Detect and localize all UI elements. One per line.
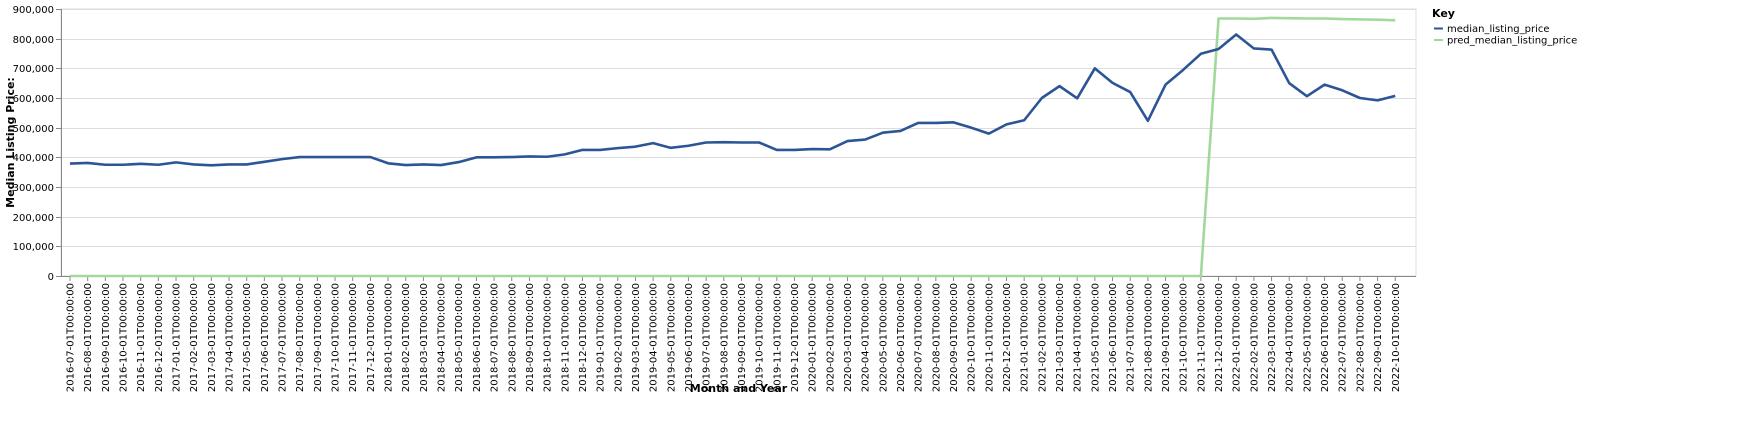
x-tick-label: 2020-12-01T00:00:00 xyxy=(1002,283,1013,392)
x-tick-label: 2020-04-01T00:00:00 xyxy=(861,283,872,392)
x-tick-label: 2022-06-01T00:00:00 xyxy=(1320,283,1331,392)
x-tick-label: 2022-04-01T00:00:00 xyxy=(1285,283,1296,392)
x-tick-label: 2020-07-01T00:00:00 xyxy=(914,283,925,392)
x-tick-label: 2017-12-01T00:00:00 xyxy=(366,283,377,392)
x-tick-label: 2021-08-01T00:00:00 xyxy=(1143,283,1154,392)
x-tick-label: 2019-07-01T00:00:00 xyxy=(702,283,713,392)
x-tick-label: 2022-05-01T00:00:00 xyxy=(1302,283,1313,392)
x-tick-label: 2021-07-01T00:00:00 xyxy=(1126,283,1137,392)
x-tick-label: 2018-02-01T00:00:00 xyxy=(401,283,412,392)
x-axis-title: Month and Year xyxy=(690,382,788,395)
x-tick-label: 2020-05-01T00:00:00 xyxy=(878,283,889,392)
x-tick-label: 2019-12-01T00:00:00 xyxy=(790,283,801,392)
x-tick-label: 2017-03-01T00:00:00 xyxy=(207,283,218,392)
y-tick-label: 0 xyxy=(48,272,54,283)
x-tick-label: 2022-08-01T00:00:00 xyxy=(1355,283,1366,392)
y-tick-label: 700,000 xyxy=(13,64,54,75)
x-tick-label: 2018-12-01T00:00:00 xyxy=(578,283,589,392)
x-tick-label: 2020-01-01T00:00:00 xyxy=(808,283,819,392)
x-tick-label: 2017-10-01T00:00:00 xyxy=(331,283,342,392)
axes: 0 100,000 200,000 300,000 400,000 500,000 600,… xyxy=(13,5,1416,392)
x-tick-label: 2020-10-01T00:00:00 xyxy=(967,283,978,392)
x-tick-label: 2020-06-01T00:00:00 xyxy=(896,283,907,392)
y-tick-label: 200,000 xyxy=(13,213,54,224)
x-tick-label: 2018-05-01T00:00:00 xyxy=(454,283,465,392)
x-tick-label: 2019-05-01T00:00:00 xyxy=(666,283,677,392)
x-tick-label: 2021-01-01T00:00:00 xyxy=(1020,283,1031,392)
x-tick-label: 2019-11-01T00:00:00 xyxy=(772,283,783,392)
x-tick-label: 2021-12-01T00:00:00 xyxy=(1214,283,1225,392)
x-tick-label: 2018-09-01T00:00:00 xyxy=(525,283,536,392)
x-tick-label: 2016-11-01T00:00:00 xyxy=(136,283,147,392)
y-axis-title: Median Listing Price: xyxy=(4,77,17,208)
x-tick-label: 2018-01-01T00:00:00 xyxy=(384,283,395,392)
x-tick-label: 2022-10-01T00:00:00 xyxy=(1391,283,1402,392)
x-tick-label: 2017-08-01T00:00:00 xyxy=(295,283,306,392)
x-tick-label: 2018-07-01T00:00:00 xyxy=(490,283,501,392)
x-tick-label: 2016-07-01T00:00:00 xyxy=(66,283,77,392)
x-tick-label: 2021-11-01T00:00:00 xyxy=(1196,283,1207,392)
x-tick-label: 2018-06-01T00:00:00 xyxy=(472,283,483,392)
x-tick-label: 2019-02-01T00:00:00 xyxy=(613,283,624,392)
x-tick-label: 2017-07-01T00:00:00 xyxy=(278,283,289,392)
x-tick-label: 2016-09-01T00:00:00 xyxy=(101,283,112,392)
x-tick-label: 2021-02-01T00:00:00 xyxy=(1037,283,1048,392)
series-line-median_listing_price xyxy=(69,33,1396,167)
x-tick-label: 2022-02-01T00:00:00 xyxy=(1249,283,1260,392)
x-tick-label: 2021-05-01T00:00:00 xyxy=(1090,283,1101,392)
x-tick-label: 2021-03-01T00:00:00 xyxy=(1055,283,1066,392)
y-tick-label: 500,000 xyxy=(13,124,54,135)
y-tick-label: 800,000 xyxy=(13,35,54,46)
x-tick-label: 2019-04-01T00:00:00 xyxy=(649,283,660,392)
x-tick-label: 2018-11-01T00:00:00 xyxy=(560,283,571,392)
x-tick-label: 2019-01-01T00:00:00 xyxy=(596,283,607,392)
x-tick-label: 2020-08-01T00:00:00 xyxy=(931,283,942,392)
x-tick-label: 2018-08-01T00:00:00 xyxy=(507,283,518,392)
y-tick-label: 900,000 xyxy=(13,5,54,16)
x-tick-label: 2019-08-01T00:00:00 xyxy=(719,283,730,392)
x-tick-label: 2020-03-01T00:00:00 xyxy=(843,283,854,392)
x-tick-label: 2021-06-01T00:00:00 xyxy=(1108,283,1119,392)
y-tick-label: 100,000 xyxy=(13,242,54,253)
x-tick-label: 2022-03-01T00:00:00 xyxy=(1267,283,1278,392)
x-tick-label: 2017-11-01T00:00:00 xyxy=(348,283,359,392)
legend-label-pred_median_listing_price: pred_median_listing_price xyxy=(1447,36,1577,47)
x-tick-label: 2020-09-01T00:00:00 xyxy=(949,283,960,392)
y-tick-label: 600,000 xyxy=(13,94,54,105)
x-tick-label: 2019-09-01T00:00:00 xyxy=(737,283,748,392)
series-line-pred_median_listing_price xyxy=(70,16,1396,278)
series-lines xyxy=(69,16,1396,278)
y-tick-label: 300,000 xyxy=(13,183,54,194)
x-tick-label: 2017-06-01T00:00:00 xyxy=(260,283,271,392)
x-tick-label: 2017-01-01T00:00:00 xyxy=(172,283,183,392)
x-tick-label: 2017-09-01T00:00:00 xyxy=(313,283,324,392)
x-tick-label: 2021-09-01T00:00:00 xyxy=(1161,283,1172,392)
x-tick-label: 2021-04-01T00:00:00 xyxy=(1073,283,1084,392)
y-tick-label: 400,000 xyxy=(13,153,54,164)
x-tick-label: 2016-08-01T00:00:00 xyxy=(83,283,94,392)
legend: Key median_listing_pricepred_median_list… xyxy=(1432,7,1577,47)
x-tick-label: 2017-04-01T00:00:00 xyxy=(225,283,236,392)
x-tick-label: 2016-12-01T00:00:00 xyxy=(154,283,165,392)
x-tick-label: 2020-02-01T00:00:00 xyxy=(825,283,836,392)
legend-title: Key xyxy=(1432,7,1455,20)
x-tick-label: 2019-10-01T00:00:00 xyxy=(755,283,766,392)
x-tick-label: 2017-02-01T00:00:00 xyxy=(189,283,200,392)
x-tick-label: 2019-06-01T00:00:00 xyxy=(684,283,695,392)
x-tick-label: 2016-10-01T00:00:00 xyxy=(119,283,130,392)
x-tick-label: 2018-04-01T00:00:00 xyxy=(437,283,448,392)
legend-label-median_listing_price: median_listing_price xyxy=(1447,24,1550,35)
x-tick-label: 2022-01-01T00:00:00 xyxy=(1232,283,1243,392)
x-tick-label: 2019-03-01T00:00:00 xyxy=(631,283,642,392)
x-tick-label: 2020-11-01T00:00:00 xyxy=(984,283,995,392)
x-tick-label: 2018-03-01T00:00:00 xyxy=(419,283,430,392)
x-tick-label: 2022-07-01T00:00:00 xyxy=(1338,283,1349,392)
x-tick-label: 2017-05-01T00:00:00 xyxy=(242,283,253,392)
x-tick-label: 2018-10-01T00:00:00 xyxy=(543,283,554,392)
x-tick-label: 2021-10-01T00:00:00 xyxy=(1179,283,1190,392)
x-tick-label: 2022-09-01T00:00:00 xyxy=(1373,283,1384,392)
